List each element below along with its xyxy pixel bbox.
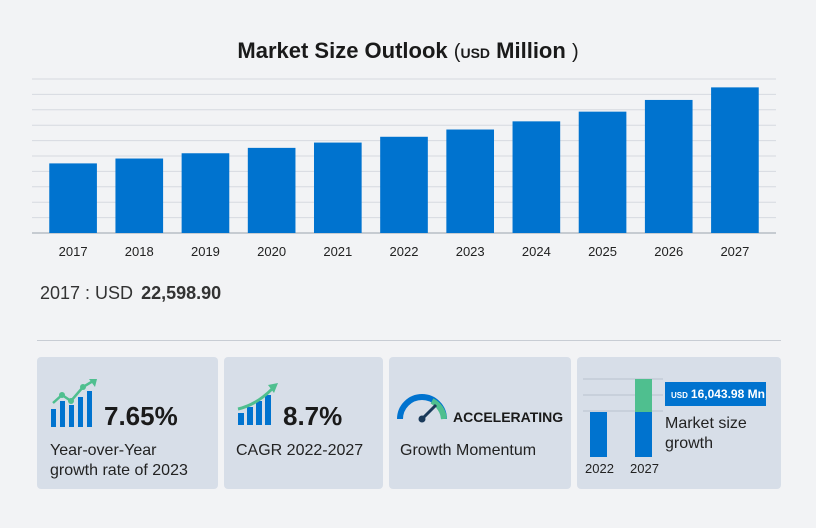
x-tick-label-2018: 2018 <box>125 244 154 259</box>
x-tick-label-2027: 2027 <box>720 244 749 259</box>
bar-2020 <box>247 147 296 233</box>
yoy-caption-line1: Year-over-Year <box>50 442 157 459</box>
x-tick-label-2025: 2025 <box>588 244 617 259</box>
x-tick-label-2024: 2024 <box>522 244 551 259</box>
bar-2023 <box>446 129 495 233</box>
cagr-chart-icon <box>237 383 278 425</box>
bar-2021 <box>313 142 362 233</box>
growth-badge-value: 16,043.98 Mn <box>690 387 765 401</box>
x-tick-label-2017: 2017 <box>59 244 88 259</box>
growth-chart-icon <box>51 379 97 427</box>
yoy-value: 7.65% <box>104 401 178 431</box>
base-year-text: 2017 : USD <box>40 283 134 303</box>
growth-caption: Market size growth <box>665 414 747 454</box>
growth-caption-line1: Market size <box>665 415 747 432</box>
bar-2018 <box>115 158 164 233</box>
speedometer-icon <box>397 394 447 423</box>
title-unit-prefix: USD <box>460 45 491 61</box>
title-main: Market Size Outlook <box>237 38 448 63</box>
bar-2027 <box>711 87 759 234</box>
cagr-value: 8.7% <box>283 401 343 431</box>
growth-badge: USD 16,043.98 Mn <box>665 382 766 406</box>
cagr-caption: CAGR 2022-2027 <box>236 442 364 459</box>
x-tick-label-2026: 2026 <box>654 244 683 259</box>
title-close-paren: ) <box>571 41 579 63</box>
base-year-label: 2017 : USD 22,598.90 <box>40 283 221 304</box>
momentum-caption: Growth Momentum <box>400 442 537 459</box>
bar-chart: 2017 2018 2019 2020 2021 2022 2023 2024 2025 2026… <box>32 78 776 259</box>
bar-2026 <box>644 99 693 233</box>
chart-title: Market Size Outlook (USD Million ) <box>0 38 816 64</box>
x-tick-label-2023: 2023 <box>456 244 485 259</box>
mini-year-end: 2027 <box>630 461 659 476</box>
momentum-card: ACCELERATING Growth Momentum <box>389 357 571 489</box>
x-tick-label-2022: 2022 <box>390 244 419 259</box>
yoy-caption-line2: growth rate of 2023 <box>50 462 188 479</box>
yoy-card: 7.65% Year-over-Year growth rate of 2023 <box>37 357 218 489</box>
x-tick-label-2020: 2020 <box>257 244 286 259</box>
base-year-value: 22,598.90 <box>141 283 222 303</box>
title-open-paren: ( <box>453 41 461 63</box>
bar-2025 <box>578 111 627 233</box>
yoy-caption: Year-over-Year growth rate of 2023 <box>50 441 188 481</box>
momentum-value: ACCELERATING <box>453 409 564 425</box>
cagr-card: 8.7% CAGR 2022-2027 <box>224 357 383 489</box>
x-tick-label-2021: 2021 <box>323 244 352 259</box>
growth-mini-chart <box>583 378 663 457</box>
x-tick-label-2019: 2019 <box>191 244 220 259</box>
bar-2022 <box>380 136 428 233</box>
mini-bar-2027-growth <box>635 379 652 412</box>
bar-2017 <box>49 163 97 233</box>
growth-badge-unit: USD <box>671 391 688 400</box>
bar-2019 <box>181 153 230 233</box>
mini-year-start: 2022 <box>585 461 614 476</box>
divider <box>37 340 781 341</box>
growth-caption-line2: growth <box>665 435 714 452</box>
growth-card: USD 16,043.98 Mn Market size growth 2022 … <box>577 357 781 489</box>
title-unit-main: Million <box>496 38 566 63</box>
bar-2024 <box>512 121 561 233</box>
mini-bar-2022 <box>590 412 607 457</box>
mini-bar-2027-base <box>635 412 652 457</box>
